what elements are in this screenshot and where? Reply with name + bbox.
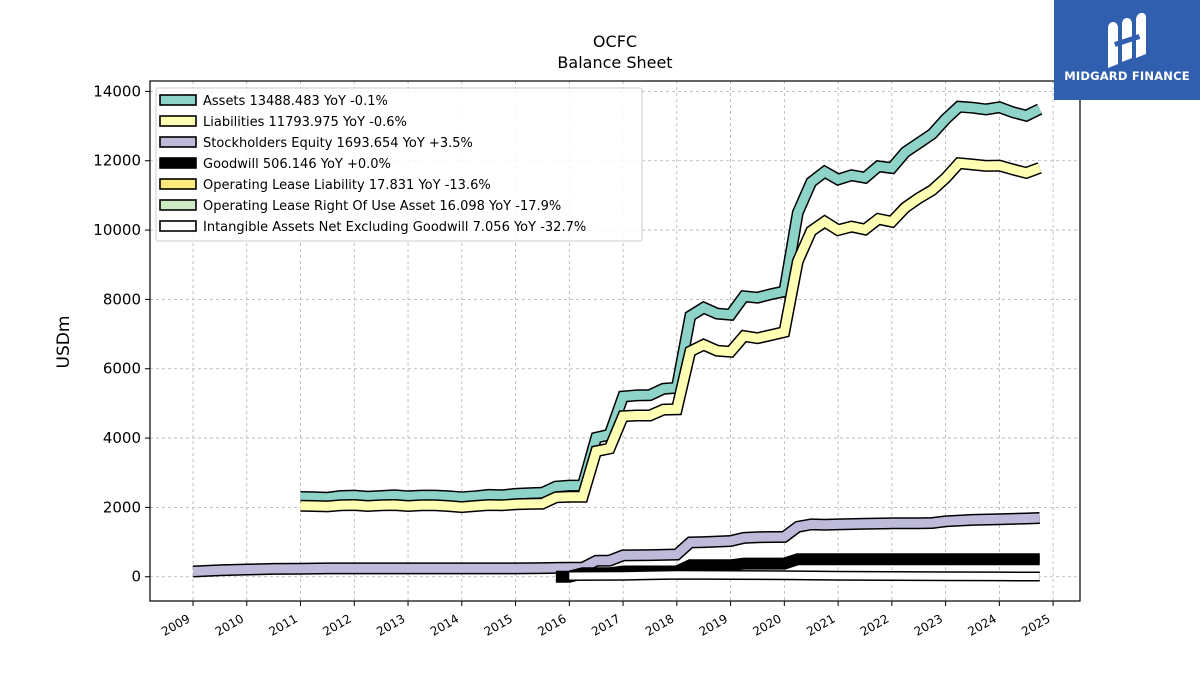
y-tick-label: 10000	[93, 221, 141, 239]
legend: Assets 13488.483 YoY -0.1% Liabilities 11…	[155, 87, 643, 242]
legend-label: Stockholders Equity 1693.654 YoY +3.5%	[203, 136, 473, 151]
axes	[145, 80, 1081, 606]
x-tick-label: 2023	[912, 611, 945, 638]
legend-swatch	[159, 220, 197, 232]
series-line	[192, 513, 1040, 576]
x-tick-label: 2020	[750, 611, 783, 638]
legend-swatch	[159, 178, 197, 190]
legend-swatch	[159, 136, 197, 148]
x-tick-label: 2010	[213, 611, 246, 638]
y-tick-label: 8000	[103, 290, 141, 308]
legend-label: Intangible Assets Net Excluding Goodwill…	[203, 220, 586, 235]
y-tick-label: 2000	[103, 498, 141, 516]
x-tick-label: 2015	[482, 611, 515, 638]
x-tick-label: 2009	[159, 611, 192, 638]
x-tick-label: 2012	[320, 611, 353, 638]
legend-swatch	[159, 115, 197, 127]
legend-label: Assets 13488.483 YoY -0.1%	[203, 94, 388, 109]
legend-label: Goodwill 506.146 YoY +0.0%	[203, 157, 391, 172]
x-tick-label: 2011	[267, 611, 300, 638]
legend-swatch	[159, 157, 197, 169]
y-tick-label: 6000	[103, 360, 141, 378]
legend-box	[155, 87, 643, 242]
plot-frame	[149, 80, 1081, 602]
x-tick-label: 2014	[428, 611, 461, 638]
x-tick-label: 2022	[858, 611, 891, 638]
brand-logo: MIDGARD FINANCE	[1054, 0, 1200, 100]
legend-swatch	[159, 94, 197, 106]
x-tick-label: 2016	[535, 611, 568, 638]
series-intangible-assets-net-excluding-goodwill	[569, 569, 1040, 582]
series-line	[300, 158, 1042, 512]
series-liabilities	[300, 156, 1042, 514]
x-tick-label: 2021	[804, 611, 837, 638]
series-layer	[192, 100, 1043, 583]
x-tick-label: 2024	[965, 611, 998, 638]
chart-title: OCFC	[593, 32, 637, 51]
legend-label: Liabilities 11793.975 YoY -0.6%	[203, 115, 407, 130]
logo-mark-icon	[1108, 12, 1146, 68]
series-assets	[300, 100, 1043, 504]
y-tick-label: 0	[131, 568, 141, 586]
series-line	[569, 571, 1040, 580]
brand-name: MIDGARD FINANCE	[1064, 69, 1190, 83]
y-tick-label: 14000	[93, 82, 141, 100]
x-tick-label: 2013	[374, 611, 407, 638]
legend-label: Operating Lease Liability 17.831 YoY -13…	[203, 178, 491, 193]
legend-label: Operating Lease Right Of Use Asset 16.09…	[203, 199, 561, 214]
chart-subtitle: Balance Sheet	[557, 53, 672, 72]
x-tick-label: 2025	[1019, 611, 1052, 638]
x-tick-label: 2018	[643, 611, 676, 638]
y-tick-label: 12000	[93, 152, 141, 170]
y-tick-label: 4000	[103, 429, 141, 447]
x-tick-label: 2019	[697, 611, 730, 638]
series-stockholders-equity	[192, 512, 1040, 578]
legend-swatch	[159, 199, 197, 211]
x-tick-label: 2017	[589, 611, 622, 638]
series-line	[300, 102, 1042, 503]
y-axis-label: USDm	[54, 316, 74, 369]
